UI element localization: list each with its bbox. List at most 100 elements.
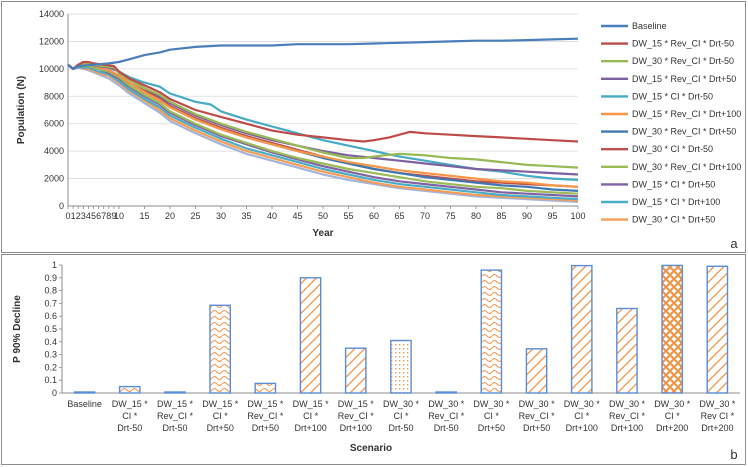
legend-label: DW_15 * CI * Drt+100 — [632, 197, 720, 207]
x-axis-title: Year — [312, 228, 333, 239]
x-tick-label: Rev CI * — [701, 411, 735, 421]
y-tick-label: 0.2 — [44, 362, 57, 372]
x-tick-label: Drt+50 — [478, 423, 505, 433]
y-tick-label: 0.7 — [44, 298, 57, 308]
x-tick-label: 85 — [496, 211, 506, 221]
x-tick-label: 9 — [111, 211, 116, 221]
legend-label: DW_15 * Rev_CI * Drt+50 — [632, 74, 736, 84]
legend-label: DW_30 * Rev_CI * Drt-50 — [632, 56, 734, 66]
legend-label: DW_30 * CI * Drt-50 — [632, 144, 713, 154]
y-tick-label: 1 — [52, 260, 57, 270]
panel-label: b — [730, 447, 737, 462]
bar — [435, 391, 457, 394]
y-tick-label: 6000 — [44, 119, 64, 129]
x-tick-label: Rev_CI * — [247, 411, 284, 421]
x-tick-label: Baseline — [67, 399, 102, 409]
y-tick-label: 0.6 — [44, 311, 57, 321]
legend-label: DW_15 * Rev_CI * Drt+100 — [632, 109, 741, 119]
bar-chart-panel: 0 0.1 0.2 0.3 0.4 0.5 0.6 0.7 0.8 0.9 1 Baseline DW_… — [1, 254, 746, 465]
y-tick-label: 0.5 — [44, 324, 57, 334]
series-line — [67, 63, 579, 202]
x-tick-label: Drt+50 — [523, 423, 550, 433]
x-tick-label: CI * — [484, 411, 500, 421]
x-tick-label: 1 — [71, 211, 76, 221]
legend-label: Baseline — [632, 21, 667, 31]
x-tick-label: 45 — [292, 211, 302, 221]
bar — [344, 347, 367, 394]
series-line — [67, 63, 579, 203]
bar — [480, 269, 503, 394]
x-tick-label: Drt+100 — [294, 423, 326, 433]
legend-label: DW_15 * CI * Drt+50 — [632, 179, 715, 189]
x-tick-label: 40 — [267, 211, 277, 221]
bar — [570, 264, 593, 394]
x-tick-label: DW_15 * — [202, 399, 239, 409]
bar — [118, 385, 141, 394]
x-tick-label: 90 — [522, 211, 532, 221]
x-tick-label: CI * — [122, 411, 138, 421]
y-axis-title: Population (N) — [16, 76, 27, 144]
x-tick-label: DW_30 * — [564, 399, 601, 409]
y-axis-title: P 90% Decline — [12, 295, 23, 363]
series-line — [67, 63, 579, 195]
series-line — [67, 63, 579, 188]
y-tick-label: 0.3 — [44, 350, 57, 360]
x-tick-label: DW_15 * — [338, 399, 375, 409]
legend-label: DW_15 * Rev_CI * Drt-50 — [632, 39, 734, 49]
bar — [73, 391, 96, 394]
y-tick-label: 0.4 — [44, 337, 57, 347]
legend-label: DW_30 * Rev_CI * Drt+100 — [632, 162, 741, 172]
x-tick-label: 7 — [101, 211, 106, 221]
x-tick-label: 3 — [81, 211, 86, 221]
x-tick-label: DW_15 * — [157, 399, 194, 409]
x-tick-label: DW_30 * — [609, 399, 646, 409]
x-tick-label: 15 — [139, 211, 149, 221]
x-tick-label: Drt+50 — [252, 423, 279, 433]
y-tick-label: 4000 — [44, 146, 64, 156]
x-tick-label: CI * — [574, 411, 590, 421]
bar — [390, 339, 412, 394]
x-tick-label: Rev_CI * — [519, 411, 556, 421]
x-tick-label: 80 — [471, 211, 481, 221]
x-tick-label: CI * — [303, 411, 319, 421]
x-tick-label: 25 — [190, 211, 200, 221]
x-tick-label: Drt-50 — [388, 423, 413, 433]
x-tick-label: 4 — [86, 211, 91, 221]
x-tick-label: CI * — [213, 411, 229, 421]
line-chart-panel: 0 2000 4000 6000 8000 10000 12000 14000 0 1 2 3 4 5 6 7… — [1, 1, 746, 253]
x-tick-label: Drt-50 — [162, 423, 187, 433]
x-tick-label: 50 — [318, 211, 328, 221]
bar-chart: 0 0.1 0.2 0.3 0.4 0.5 0.6 0.7 0.8 0.9 1 Baseline DW_… — [12, 260, 740, 462]
x-tick-label: Drt+100 — [611, 423, 643, 433]
x-tick-label: 0 — [65, 211, 70, 221]
panel-label: a — [730, 236, 738, 251]
x-tick-label: DW_15 * — [247, 399, 284, 409]
x-tick-label: 8 — [106, 211, 111, 221]
x-tick-label: DW_30 * — [519, 399, 556, 409]
series-line — [67, 60, 579, 143]
x-tick-label: 2 — [76, 211, 81, 221]
x-tick-label: 55 — [343, 211, 353, 221]
x-tick-label: Drt+50 — [207, 423, 234, 433]
bar — [209, 304, 231, 394]
x-tick-label: DW_15 * — [112, 399, 149, 409]
x-tick-label: Drt-50 — [434, 423, 459, 433]
x-tick-label: 95 — [547, 211, 557, 221]
x-axis-title: Scenario — [350, 443, 392, 454]
y-tick-label: 0 — [59, 201, 64, 211]
x-tick-label: Rev_CI * — [609, 411, 646, 421]
x-tick-label: 5 — [91, 211, 96, 221]
y-tick-label: 0.8 — [44, 286, 57, 296]
series-line — [67, 37, 579, 71]
x-tick-label: Rev_CI * — [428, 411, 465, 421]
x-tick-label: CI * — [393, 411, 409, 421]
x-tick-label: Drt-50 — [117, 423, 142, 433]
bar — [616, 307, 638, 394]
legend-label: DW_30 * CI * Drt+50 — [632, 215, 715, 225]
x-tick-label: CI * — [665, 411, 681, 421]
x-tick-label: Rev_CI * — [157, 411, 194, 421]
legend-label: DW_30 * Rev_CI * Drt+50 — [632, 127, 736, 137]
x-tick-label: Rev_CI * — [338, 411, 375, 421]
series-line — [67, 63, 579, 201]
